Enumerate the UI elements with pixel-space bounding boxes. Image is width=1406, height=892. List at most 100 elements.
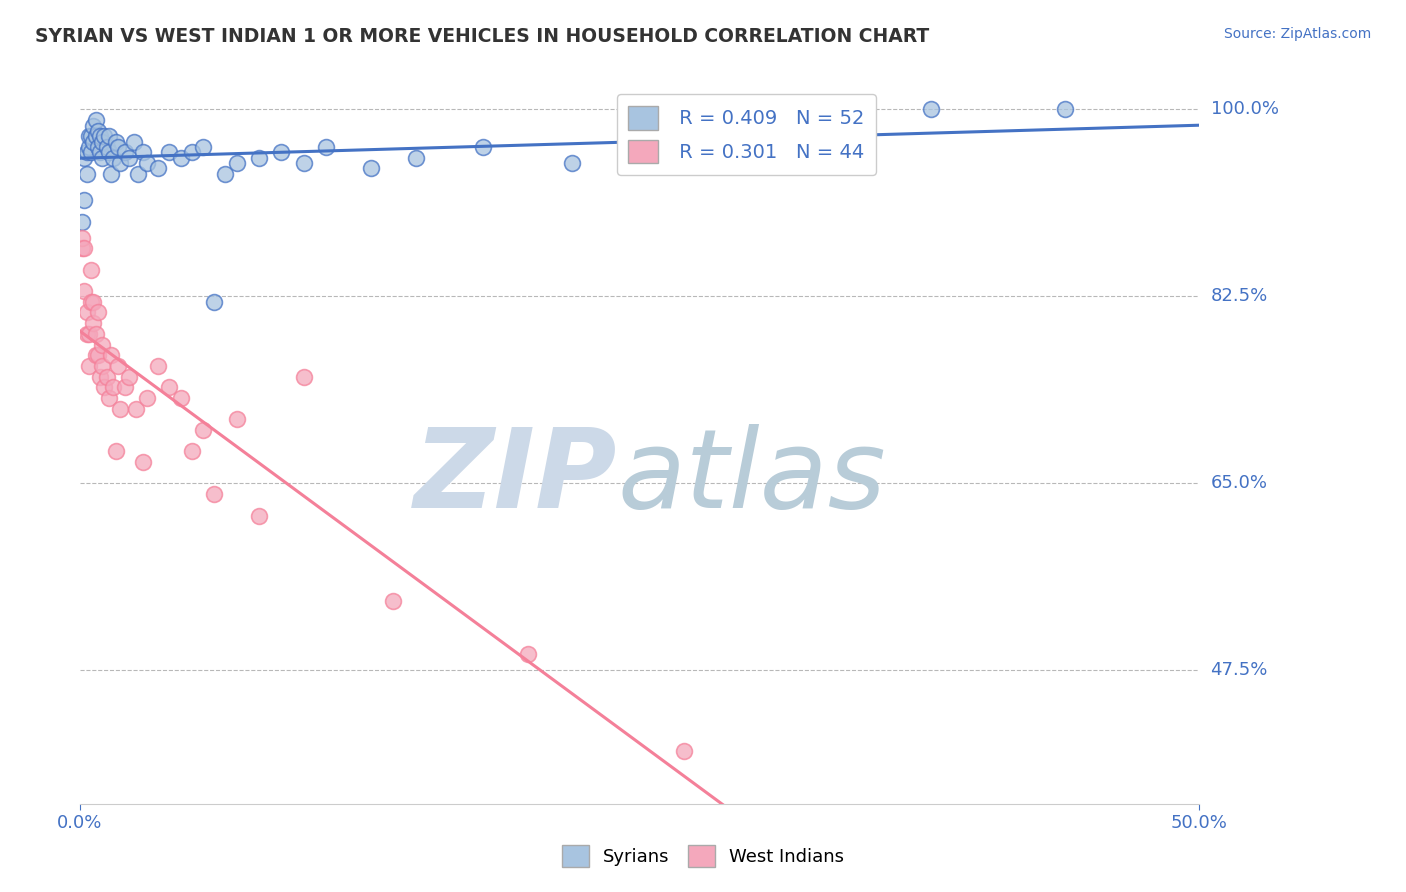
Point [82, 316, 104, 330]
Point [191, 140, 214, 154]
Point [214, 167, 236, 181]
Point [80, 294, 103, 309]
Point [89, 129, 111, 144]
Point [82, 294, 104, 309]
Point [673, 743, 696, 757]
Text: Source: ZipAtlas.com: Source: ZipAtlas.com [1223, 27, 1371, 41]
Point [87, 140, 110, 154]
Point [77, 140, 100, 154]
Point [93, 380, 115, 394]
Point [84, 326, 107, 341]
Point [96, 369, 118, 384]
Point [169, 151, 191, 165]
Point [89, 369, 111, 384]
Point [180, 444, 202, 458]
Point [169, 391, 191, 405]
Point [247, 508, 270, 523]
Point [104, 444, 127, 458]
Point [80, 145, 103, 160]
Point [118, 151, 141, 165]
Point [70, 230, 93, 244]
Point [104, 135, 127, 149]
Point [96, 140, 118, 154]
Point [148, 161, 170, 176]
Point [80, 129, 103, 144]
Point [114, 145, 136, 160]
Legend: Syrians, West Indians: Syrians, West Indians [554, 838, 852, 874]
Point [84, 113, 107, 128]
Point [225, 156, 247, 170]
Point [516, 648, 538, 662]
Point [471, 140, 494, 154]
Point [77, 326, 100, 341]
Point [100, 348, 122, 362]
Point [118, 369, 141, 384]
Text: ZIP: ZIP [413, 424, 617, 531]
Point [77, 359, 100, 373]
Point [76, 167, 98, 181]
Point [70, 215, 93, 229]
Text: 100.0%: 100.0% [1211, 101, 1278, 119]
Point [98, 129, 121, 144]
Point [315, 140, 337, 154]
Point [292, 156, 315, 170]
Point [93, 129, 115, 144]
Point [148, 359, 170, 373]
Point [180, 145, 202, 160]
Text: atlas: atlas [617, 424, 886, 531]
Point [247, 151, 270, 165]
Point [127, 167, 149, 181]
Point [382, 594, 405, 608]
Point [114, 380, 136, 394]
Point [103, 151, 125, 165]
Point [87, 305, 110, 319]
Point [98, 391, 121, 405]
Point [108, 156, 131, 170]
Point [108, 401, 131, 416]
Point [100, 167, 122, 181]
Point [360, 161, 382, 176]
Point [84, 348, 107, 362]
Point [136, 391, 159, 405]
Text: 65.0%: 65.0% [1211, 475, 1268, 492]
Point [122, 135, 145, 149]
Point [91, 135, 114, 149]
Point [73, 151, 96, 165]
Text: 82.5%: 82.5% [1211, 287, 1268, 305]
Point [131, 145, 153, 160]
Point [91, 337, 114, 351]
Point [107, 140, 129, 154]
Point [159, 145, 181, 160]
Point [292, 369, 315, 384]
Point [91, 151, 114, 165]
Point [91, 359, 114, 373]
Point [202, 487, 225, 501]
Point [70, 241, 93, 255]
Point [107, 359, 129, 373]
Point [82, 119, 104, 133]
Legend:  R = 0.409   N = 52,  R = 0.301   N = 44: R = 0.409 N = 52, R = 0.301 N = 44 [617, 95, 876, 175]
Point [76, 326, 98, 341]
Point [131, 455, 153, 469]
Point [98, 145, 121, 160]
Point [920, 103, 942, 117]
Point [80, 262, 103, 277]
Point [84, 129, 107, 144]
Point [270, 145, 292, 160]
Point [89, 145, 111, 160]
Point [136, 156, 159, 170]
Text: SYRIAN VS WEST INDIAN 1 OR MORE VEHICLES IN HOUSEHOLD CORRELATION CHART: SYRIAN VS WEST INDIAN 1 OR MORE VEHICLES… [35, 27, 929, 45]
Point [87, 348, 110, 362]
Point [225, 412, 247, 426]
Point [76, 305, 98, 319]
Point [191, 423, 214, 437]
Text: 47.5%: 47.5% [1211, 662, 1268, 680]
Point [125, 401, 148, 416]
Point [159, 380, 181, 394]
Point [73, 194, 96, 208]
Point [405, 151, 427, 165]
Point [77, 129, 100, 144]
Point [202, 294, 225, 309]
Point [103, 380, 125, 394]
Point [82, 135, 104, 149]
